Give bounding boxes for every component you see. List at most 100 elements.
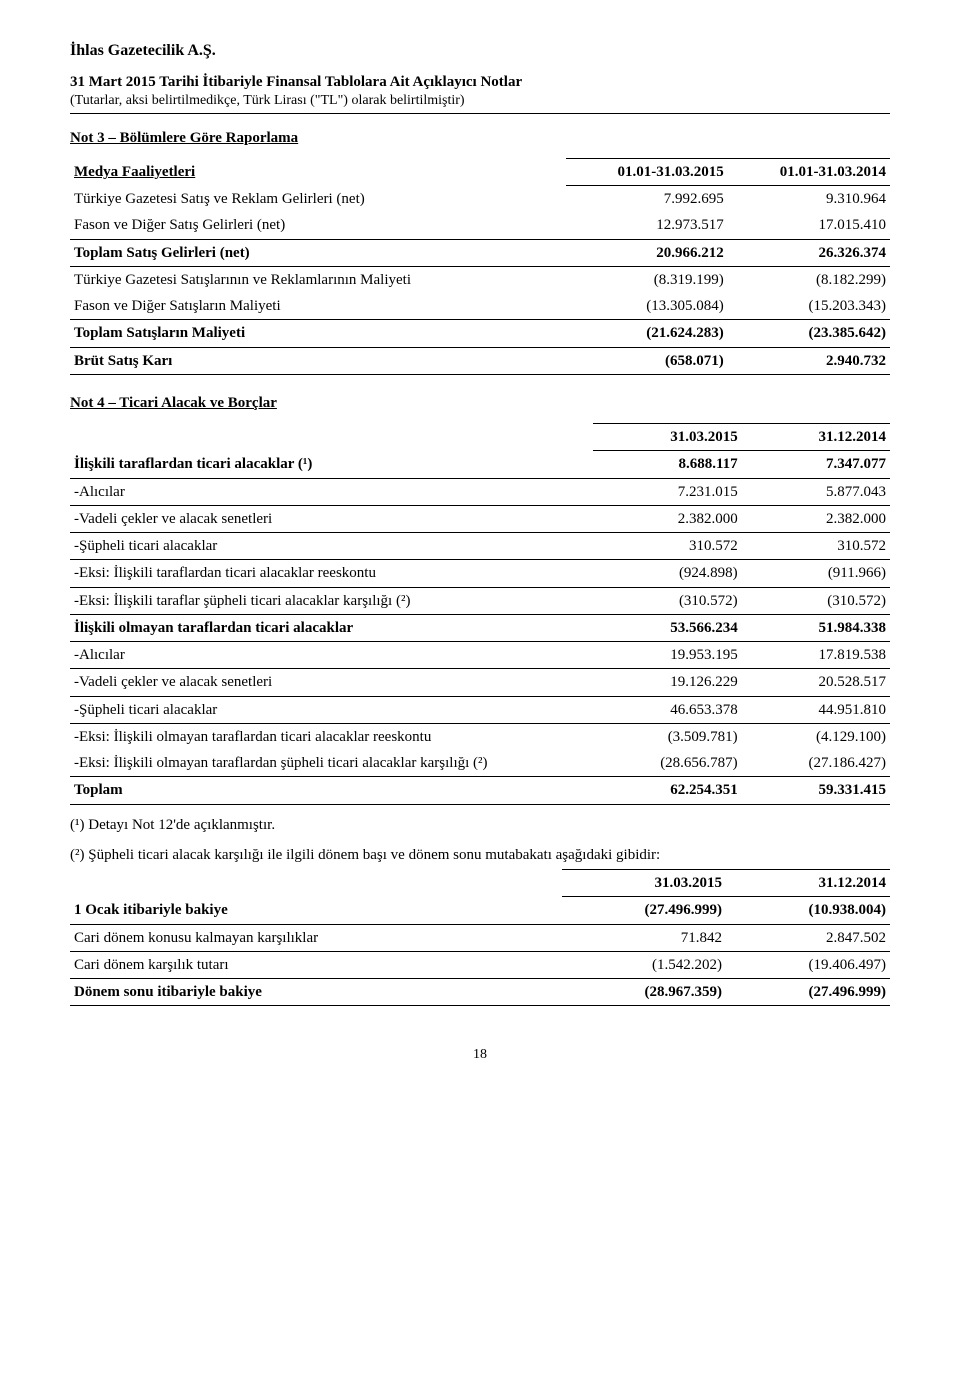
table-row: -Eksi: İlişkili taraflardan ticari alaca…: [70, 560, 890, 587]
not4-recon-table: 31.03.201531.12.20141 Ocak itibariyle ba…: [70, 869, 890, 1006]
table-row-c1: 7.992.695: [566, 186, 728, 213]
table-row-label: Türkiye Gazetesi Satış ve Reklam Gelirle…: [70, 186, 566, 213]
table-row-label: -Alıcılar: [70, 478, 593, 505]
table-row-c1: 20.966.212: [566, 239, 728, 266]
table-row: -Şüpheli ticari alacaklar310.572310.572: [70, 533, 890, 560]
table-row: -Alıcılar7.231.0155.877.043: [70, 478, 890, 505]
table-row: Medya Faaliyetleri01.01-31.03.201501.01-…: [70, 158, 890, 185]
table-row-c1: 71.842: [562, 924, 726, 951]
table-row-label: -Eksi: İlişkili olmayan taraflardan tica…: [70, 723, 593, 750]
table-row-label: İlişkili taraflardan ticari alacaklar (¹…: [70, 451, 593, 478]
table-row: Fason ve Diğer Satış Gelirleri (net)12.9…: [70, 212, 890, 239]
table-row-c1: 62.254.351: [593, 777, 741, 804]
table-row-label: Türkiye Gazetesi Satışlarının ve Reklaml…: [70, 266, 566, 293]
table-row-c1: (658.071): [566, 347, 728, 374]
table-row: Türkiye Gazetesi Satış ve Reklam Gelirle…: [70, 186, 890, 213]
not3-table: Medya Faaliyetleri01.01-31.03.201501.01-…: [70, 158, 890, 375]
table-row: 31.03.201531.12.2014: [70, 870, 890, 897]
table-row-c1: 12.973.517: [566, 212, 728, 239]
table-row-c2: (911.966): [742, 560, 890, 587]
table-row-c1: (21.624.283): [566, 320, 728, 347]
table-row: Cari dönem konusu kalmayan karşılıklar71…: [70, 924, 890, 951]
not4-title: Not 4 – Ticari Alacak ve Borçlar: [70, 393, 890, 413]
table-header-col1: 31.03.2015: [562, 870, 726, 897]
table-header-col1: 01.01-31.03.2015: [566, 158, 728, 185]
page-number: 18: [70, 1046, 890, 1065]
table-row: -Vadeli çekler ve alacak senetleri19.126…: [70, 669, 890, 696]
table-row: Dönem sonu itibariyle bakiye(28.967.359)…: [70, 979, 890, 1006]
table-row-label: -Eksi: İlişkili taraflar şüpheli ticari …: [70, 587, 593, 614]
table-row: 1 Ocak itibariyle bakiye(27.496.999)(10.…: [70, 897, 890, 924]
table-row: Toplam62.254.35159.331.415: [70, 777, 890, 804]
table-row-c2: (27.496.999): [726, 979, 890, 1006]
table-row: Fason ve Diğer Satışların Maliyeti(13.30…: [70, 293, 890, 320]
table-row-label: -Şüpheli ticari alacaklar: [70, 696, 593, 723]
table-row-label: Toplam Satış Gelirleri (net): [70, 239, 566, 266]
table-row-c1: (3.509.781): [593, 723, 741, 750]
table-header-col2: 31.12.2014: [726, 870, 890, 897]
table-row-c2: (15.203.343): [728, 293, 890, 320]
table-row-label: Dönem sonu itibariyle bakiye: [70, 979, 562, 1006]
table-row: Cari dönem karşılık tutarı(1.542.202)(19…: [70, 951, 890, 978]
table-row: Brüt Satış Karı(658.071)2.940.732: [70, 347, 890, 374]
table-row-label: -Vadeli çekler ve alacak senetleri: [70, 505, 593, 532]
table-row-c1: (924.898): [593, 560, 741, 587]
table-row-c2: 2.940.732: [728, 347, 890, 374]
table-row-c2: 310.572: [742, 533, 890, 560]
table-row-c2: (27.186.427): [742, 750, 890, 777]
table-row-c2: 2.382.000: [742, 505, 890, 532]
table-row: -Vadeli çekler ve alacak senetleri 2.382.…: [70, 505, 890, 532]
table-row-label: 1 Ocak itibariyle bakiye: [70, 897, 562, 924]
table-row-c1: (1.542.202): [562, 951, 726, 978]
not4-table: 31.03.201531.12.2014İlişkili taraflardan…: [70, 423, 890, 805]
table-row-c1: (27.496.999): [562, 897, 726, 924]
table-row: İlişkili olmayan taraflardan ticari alac…: [70, 614, 890, 641]
table-header-col2: 01.01-31.03.2014: [728, 158, 890, 185]
table-row-c1: (13.305.084): [566, 293, 728, 320]
table-row-label: -Vadeli çekler ve alacak senetleri: [70, 669, 593, 696]
table-row-c1: 46.653.378: [593, 696, 741, 723]
table-row: -Eksi: İlişkili olmayan taraflardan şüph…: [70, 750, 890, 777]
table-row: -Alıcılar19.953.19517.819.538: [70, 642, 890, 669]
table-row-label: Cari dönem karşılık tutarı: [70, 951, 562, 978]
notes-title: 31 Mart 2015 Tarihi İtibariyle Finansal …: [70, 72, 890, 92]
table-row-c2: (4.129.100): [742, 723, 890, 750]
table-header-col1: 31.03.2015: [593, 424, 741, 451]
table-row: İlişkili taraflardan ticari alacaklar (¹…: [70, 451, 890, 478]
table-row-label: Cari dönem konusu kalmayan karşılıklar: [70, 924, 562, 951]
table-row-c1: (28.967.359): [562, 979, 726, 1006]
table-row: Türkiye Gazetesi Satışlarının ve Reklaml…: [70, 266, 890, 293]
table-row-c2: 2.847.502: [726, 924, 890, 951]
table-row-label: Brüt Satış Karı: [70, 347, 566, 374]
table-row: -Eksi: İlişkili taraflar şüpheli ticari …: [70, 587, 890, 614]
table-header-label: [70, 424, 593, 451]
table-row-c2: 17.015.410: [728, 212, 890, 239]
table-row: -Eksi: İlişkili olmayan taraflardan tica…: [70, 723, 890, 750]
table-row-c2: 5.877.043: [742, 478, 890, 505]
table-row-c2: 59.331.415: [742, 777, 890, 804]
table-row-c2: 17.819.538: [742, 642, 890, 669]
table-row-c1: 19.126.229: [593, 669, 741, 696]
table-row-c1: 310.572: [593, 533, 741, 560]
table-row-c1: (28.656.787): [593, 750, 741, 777]
table-row-c1: (310.572): [593, 587, 741, 614]
footnote-2: (²) Şüpheli ticari alacak karşılığı ile …: [70, 845, 890, 865]
table-row-c1: 7.231.015: [593, 478, 741, 505]
table-row-label: Fason ve Diğer Satışların Maliyeti: [70, 293, 566, 320]
table-row-label: İlişkili olmayan taraflardan ticari alac…: [70, 614, 593, 641]
table-row-c2: 20.528.517: [742, 669, 890, 696]
table-header-label: [70, 870, 562, 897]
table-row-c2: 26.326.374: [728, 239, 890, 266]
table-row: Toplam Satışların Maliyeti(21.624.283)(2…: [70, 320, 890, 347]
table-row-label: -Alıcılar: [70, 642, 593, 669]
table-row-label: -Şüpheli ticari alacaklar: [70, 533, 593, 560]
table-row-c1: (8.319.199): [566, 266, 728, 293]
table-row-c2: (19.406.497): [726, 951, 890, 978]
company-name: İhlas Gazetecilik A.Ş.: [70, 40, 890, 62]
footnote-1: (¹) Detayı Not 12'de açıklanmıştır.: [70, 815, 890, 835]
table-row-c2: 9.310.964: [728, 186, 890, 213]
table-row-c2: (310.572): [742, 587, 890, 614]
table-row: -Şüpheli ticari alacaklar46.653.37844.95…: [70, 696, 890, 723]
table-row-c2: 51.984.338: [742, 614, 890, 641]
table-row: 31.03.201531.12.2014: [70, 424, 890, 451]
